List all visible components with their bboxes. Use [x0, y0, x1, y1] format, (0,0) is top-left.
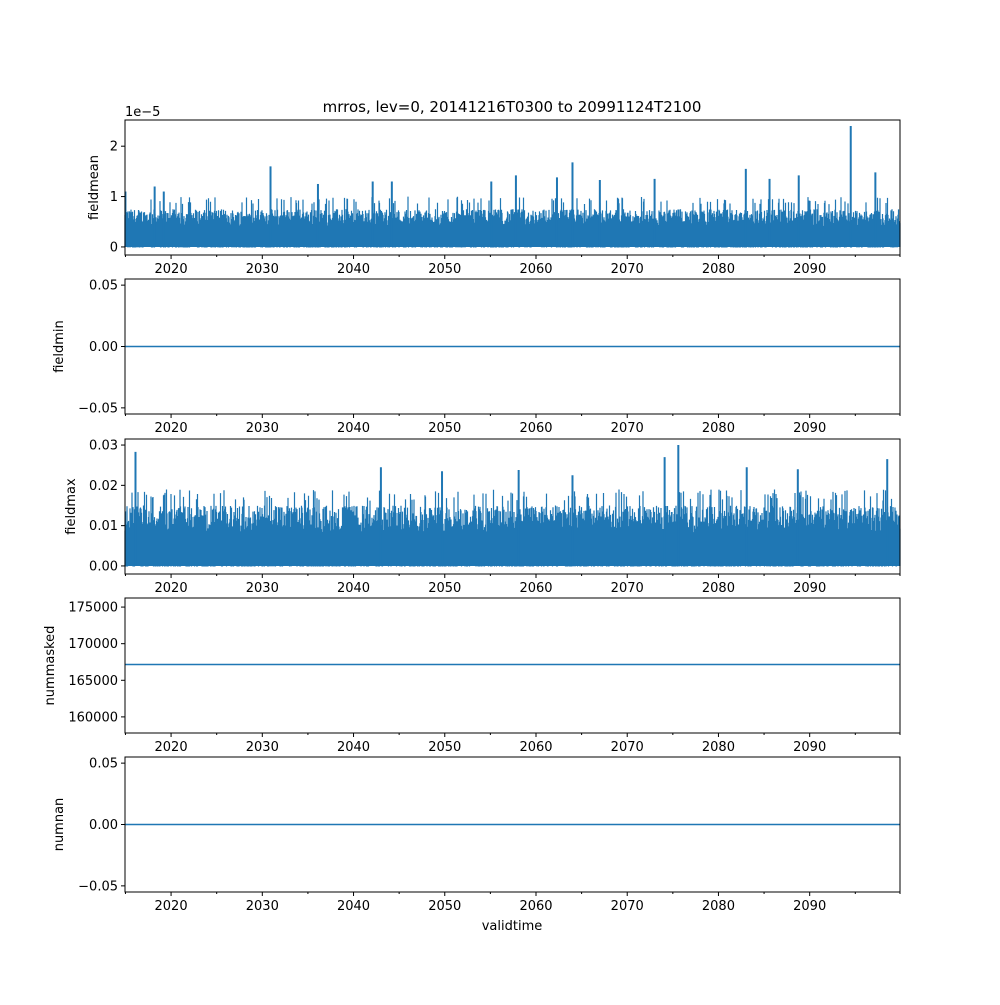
x-tick-label: 2080 [702, 421, 735, 436]
y-tick-label: −0.05 [78, 401, 118, 416]
x-axis-label: validtime [482, 919, 543, 934]
y-axis-label: nummasked [43, 626, 58, 706]
x-tick-label: 2070 [611, 581, 644, 596]
x-tick-label: 2030 [246, 262, 279, 277]
x-tick-label: 2080 [702, 581, 735, 596]
y-tick-label: −0.05 [78, 879, 118, 894]
x-tick-label: 2090 [793, 740, 826, 755]
axes-frame [124, 597, 901, 734]
y-tick-label: 0.00 [89, 559, 118, 574]
x-tick-label: 2050 [428, 421, 461, 436]
y-tick-label: 2 [110, 140, 118, 155]
fieldmean-series-line [124, 196, 901, 248]
y-axis-label: fieldmax [64, 478, 79, 535]
y-axis-label: numnan [52, 798, 67, 852]
x-tick-label: 2080 [702, 740, 735, 755]
y-axis-label: fieldmean [87, 155, 102, 220]
y-tick-label: 1 [110, 190, 118, 205]
panel-nummasked: 160000 165000 170000 175000 nummasked 2020 203… [43, 597, 901, 755]
x-tick-label: 2050 [428, 581, 461, 596]
x-tick-label: 2020 [155, 262, 188, 277]
x-tick-label: 2090 [793, 899, 826, 914]
x-tick-label: 2080 [702, 262, 735, 277]
axes-frame [124, 438, 901, 575]
x-tick-label: 2060 [519, 262, 552, 277]
x-tick-label: 2040 [337, 421, 370, 436]
x-tick-label: 2030 [246, 581, 279, 596]
x-tick-label: 2040 [337, 581, 370, 596]
axes-frame [124, 119, 901, 256]
x-tick-label: 2050 [428, 262, 461, 277]
y-axis-label: fieldmin [52, 320, 67, 373]
x-tick-label: 2070 [611, 740, 644, 755]
x-tick-label: 2070 [611, 262, 644, 277]
y-tick-label: 0.01 [89, 519, 118, 534]
x-tick-label: 2060 [519, 421, 552, 436]
x-tick-label: 2020 [155, 581, 188, 596]
y-tick-label: 170000 [68, 637, 118, 652]
panel-fieldmax: 0.00 0.01 0.02 0.03 fieldmax 2020 2030 2040 2050… [64, 438, 901, 596]
x-tick-label: 2020 [155, 740, 188, 755]
y-tick-label: 0.05 [89, 279, 118, 294]
y-tick-label: 165000 [68, 674, 118, 689]
y-tick-label: 175000 [68, 601, 118, 616]
x-tick-label: 2020 [155, 899, 188, 914]
x-tick-label: 2090 [793, 581, 826, 596]
y-tick-label: 0 [110, 240, 118, 255]
fieldmax-series-line [124, 489, 901, 567]
x-tick-label: 2090 [793, 421, 826, 436]
y-tick-label: 0.03 [89, 439, 118, 454]
panel-numnan: −0.05 0.00 0.05 numnan 2020 2030 2040 2050 2060 2… [52, 756, 901, 914]
y-tick-label: 0.00 [89, 818, 118, 833]
x-tick-label: 2060 [519, 899, 552, 914]
y-offset-label: 1e−5 [125, 105, 160, 120]
x-tick-label: 2030 [246, 421, 279, 436]
x-tick-label: 2020 [155, 421, 188, 436]
chart-title: mrros, lev=0, 20141216T0300 to 20991124T… [323, 98, 702, 116]
x-tick-label: 2060 [519, 581, 552, 596]
x-tick-label: 2050 [428, 899, 461, 914]
x-tick-label: 2040 [337, 262, 370, 277]
x-tick-label: 2030 [246, 740, 279, 755]
x-tick-label: 2040 [337, 899, 370, 914]
y-tick-label: 0.00 [89, 340, 118, 355]
x-tick-label: 2030 [246, 899, 279, 914]
panel-fieldmin: −0.05 0.00 0.05 fieldmin 2020 2030 2040 2050 206… [52, 278, 901, 436]
x-tick-label: 2050 [428, 740, 461, 755]
y-tick-label: 160000 [68, 710, 118, 725]
x-tick-label: 2080 [702, 899, 735, 914]
x-tick-label: 2090 [793, 262, 826, 277]
x-tick-label: 2060 [519, 740, 552, 755]
x-tick-label: 2070 [611, 899, 644, 914]
x-tick-label: 2040 [337, 740, 370, 755]
y-tick-label: 0.05 [89, 757, 118, 772]
y-tick-label: 0.02 [89, 479, 118, 494]
x-tick-label: 2070 [611, 421, 644, 436]
panel-fieldmean: 0 1 2 fieldmean 1e−5 2020 2030 2040 2050 2060 2070… [87, 105, 901, 277]
